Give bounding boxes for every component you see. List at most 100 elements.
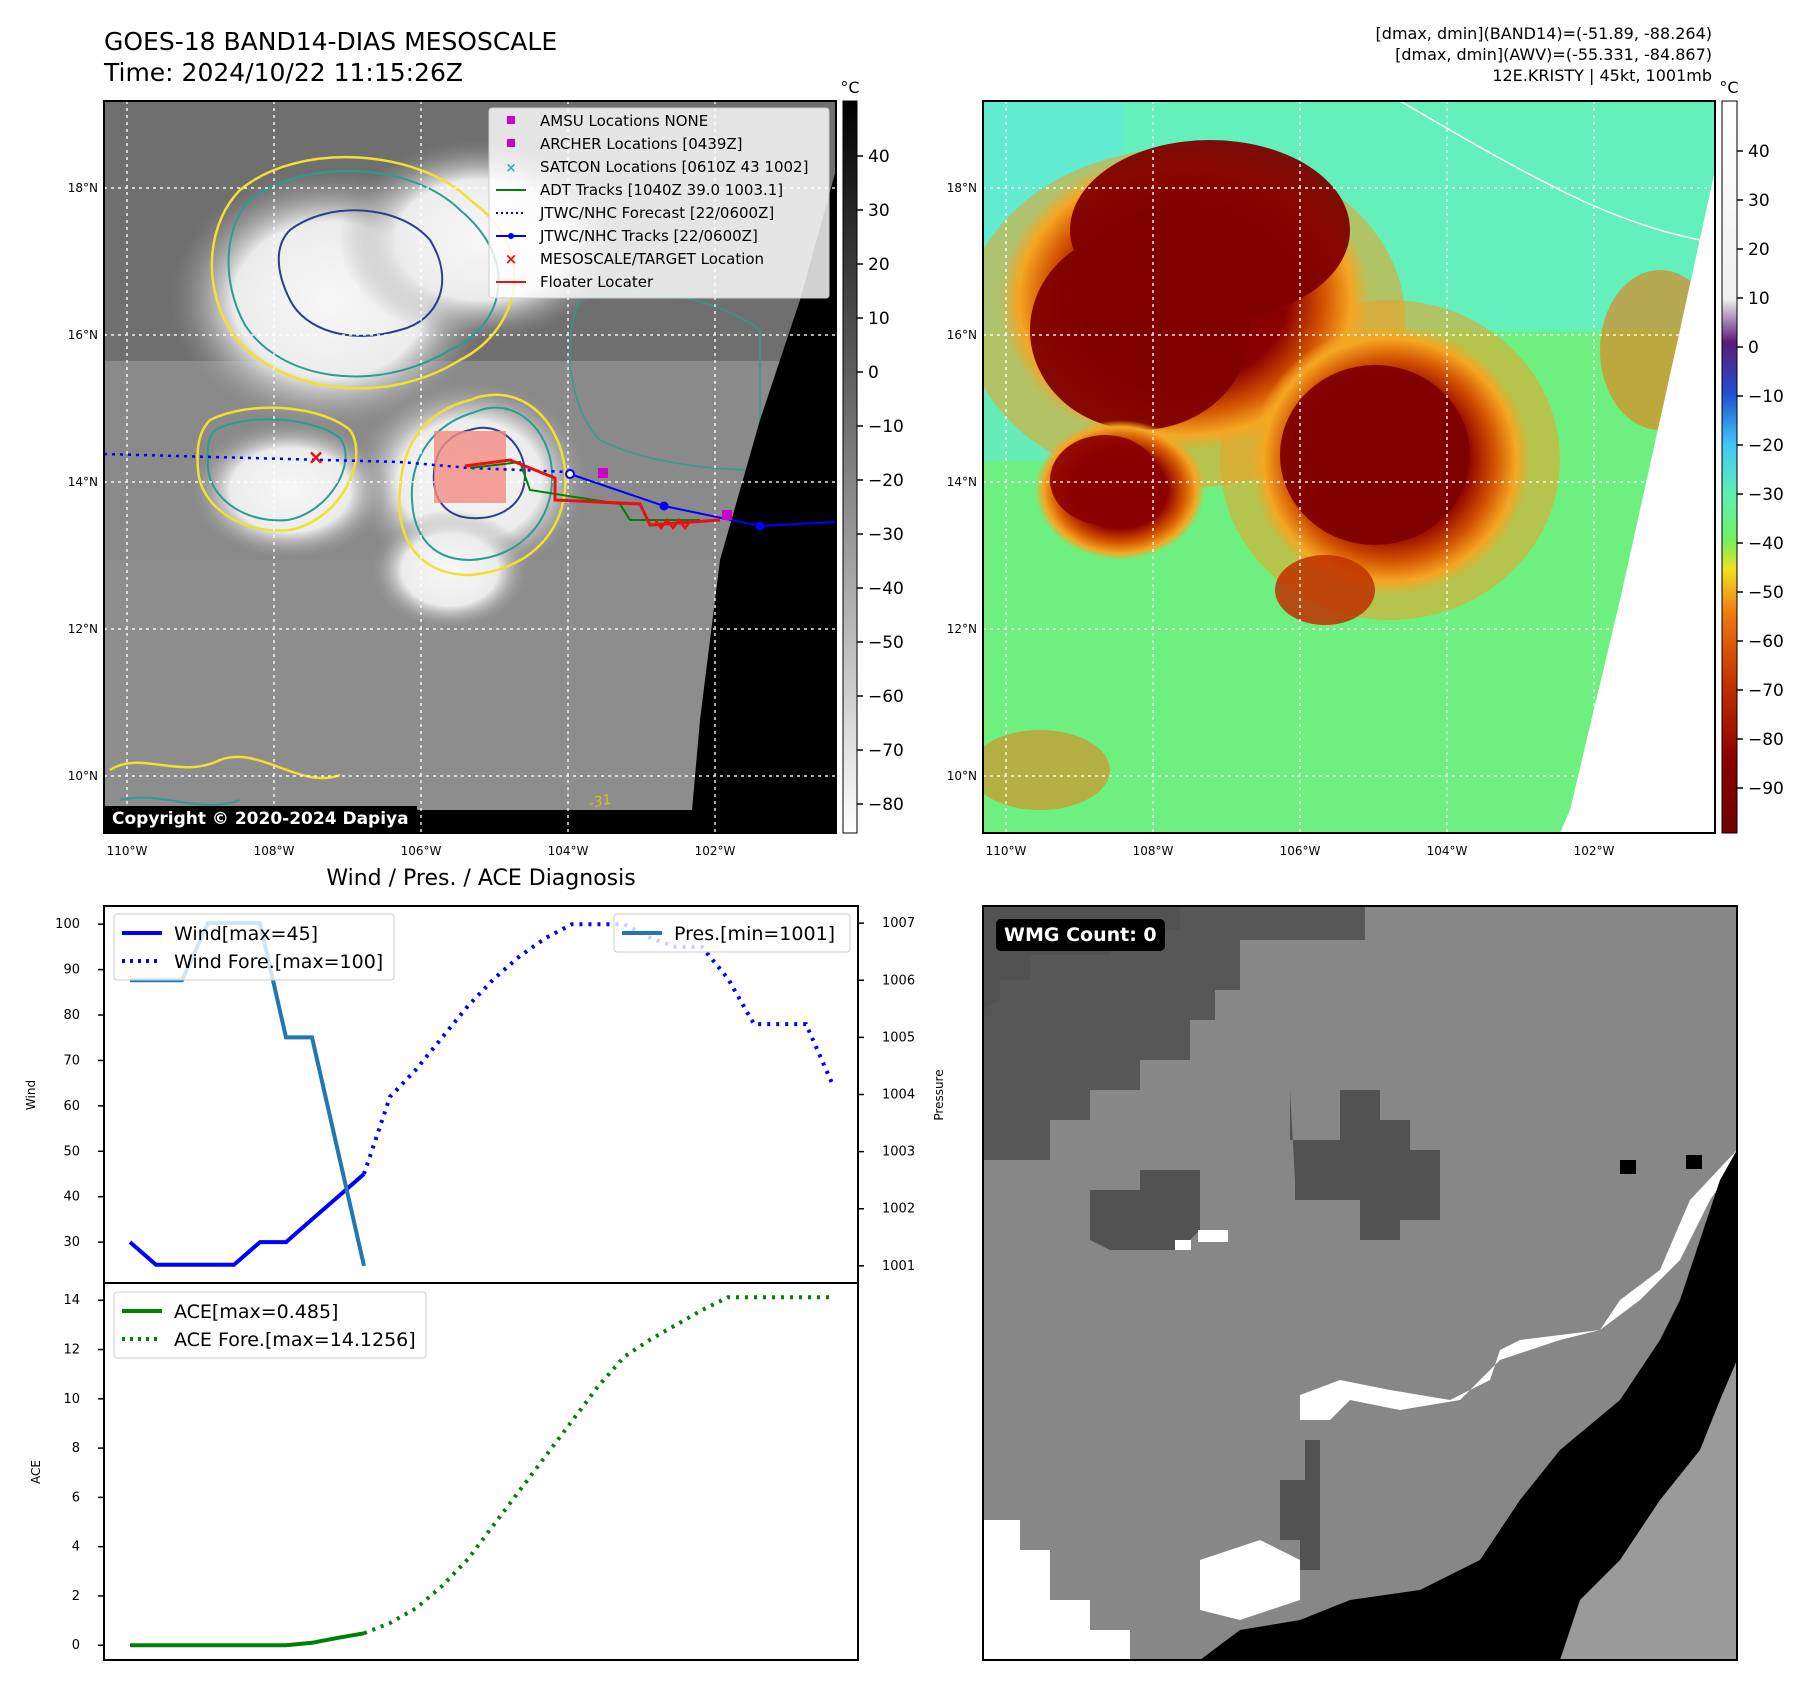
map-legend: × × AMSU Locations NONE ARCHER Locations…: [488, 107, 830, 299]
ir-frame: [103, 100, 837, 834]
gray-colorbar-tick-label: −80: [868, 795, 904, 815]
archer-marker: [598, 468, 608, 478]
gray-colorbar-unit: °C: [840, 78, 859, 97]
lon-tick-label: 106°W: [401, 844, 442, 858]
ace-chart: 14 12 10 8 6 4 2 0 ACE ACE[max=0.485] ACE Fore.…: [29, 1282, 859, 1661]
lon-tick-label: 108°W: [254, 844, 295, 858]
series-wind: [128, 1172, 366, 1267]
legend-floater: Floater Locater: [540, 273, 654, 291]
wind-tick-label: 50: [63, 1144, 80, 1159]
gray-colorbar-tick-label: 20: [868, 255, 890, 275]
color-colorbar-tick-label: −90: [1748, 779, 1784, 799]
color-colorbar-tick-label: −70: [1748, 681, 1784, 701]
lat-tick-label: 18°N: [947, 181, 977, 195]
ace-tick-label: 0: [72, 1638, 80, 1653]
wind-tick-label: 70: [63, 1053, 80, 1068]
pressure-tick-label: 1001: [882, 1259, 915, 1274]
series-wind-fore-: [362, 922, 834, 1175]
color-colorbar-tick-label: −80: [1748, 730, 1784, 750]
pressure-axis-label: Pressure: [932, 1069, 946, 1120]
color-colorbar-tick-label: 0: [1748, 338, 1759, 358]
info-storm: 12E.KRISTY | 45kt, 1001mb: [1492, 66, 1712, 85]
svg-text:×: ×: [308, 445, 325, 469]
ace-tick-label: 8: [72, 1441, 80, 1456]
awv-map-panel: °C 40 30 20 10 0 −10 −20 −30 −40 −50 −60 −70 −80 −90: [982, 78, 1784, 834]
gray-colorbar-tick-label: −50: [868, 633, 904, 653]
ace-series: [130, 1295, 832, 1648]
gray-colorbar-tick-label: −40: [868, 579, 904, 599]
legend-pressure: Pres.[min=1001]: [674, 923, 835, 945]
color-colorbar-tick-label: 30: [1748, 191, 1770, 211]
color-colorbar: [1721, 100, 1738, 834]
pressure-tick-label: 1003: [882, 1145, 915, 1160]
gray-colorbar-tick-label: −30: [868, 525, 904, 545]
color-colorbar-tick-label: 40: [1748, 142, 1770, 162]
ace-tick-label: 10: [63, 1392, 80, 1407]
copyright-badge: Copyright © 2020-2024 Dapiya: [104, 806, 417, 832]
color-colorbar-tick-label: −20: [1748, 436, 1784, 456]
series-ace: [130, 1631, 365, 1648]
lon-tick-label: 104°W: [1427, 844, 1468, 858]
legend-adt: ADT Tracks [1040Z 39.0 1003.1]: [540, 181, 783, 199]
lat-tick-label: 16°N: [68, 328, 98, 342]
gray-colorbar-tick-label: −70: [868, 741, 904, 761]
legend-satcon: SATCON Locations [0610Z 43 1002]: [540, 158, 808, 176]
map-axis-ticks: 18°N 18°N 16°N 16°N 14°N 14°N 12°N 12°N 10°N 10°N…: [68, 181, 1615, 858]
legend-mesoscale: MESOSCALE/TARGET Location: [540, 250, 764, 268]
contour-yellow: [210, 155, 516, 390]
color-colorbar-tick-label: 10: [1748, 289, 1770, 309]
svg-text:×: ×: [505, 250, 518, 268]
lon-tick-label: 106°W: [1280, 844, 1321, 858]
lat-tick-label: 10°N: [68, 769, 98, 783]
map-title: GOES-18 BAND14-DIAS MESOSCALE: [104, 27, 557, 56]
wind-tick-label: 80: [63, 1008, 80, 1023]
lat-tick-label: 12°N: [947, 622, 977, 636]
forecast-track-line: [104, 452, 571, 474]
map-timestamp: Time: 2024/10/22 11:15:26Z: [103, 58, 463, 87]
wind-tick-label: 40: [63, 1190, 80, 1205]
awv-nodata: [1560, 170, 1715, 833]
lon-tick-label: 110°W: [107, 844, 148, 858]
pressure-tick-label: 1002: [882, 1202, 915, 1217]
lat-tick-label: 14°N: [68, 475, 98, 489]
wmg-panel: [982, 905, 1738, 1661]
wind-tick-label: 90: [63, 963, 80, 978]
floater-line: [464, 458, 721, 527]
pressure-tick-label: 1006: [882, 973, 915, 988]
legend-ace-fore: ACE Fore.[max=14.1256]: [174, 1329, 416, 1351]
gray-colorbar-tick-label: 40: [868, 147, 890, 167]
lon-tick-label: 102°W: [1574, 844, 1615, 858]
color-colorbar-unit: °C: [1719, 78, 1738, 97]
legend-archer: ARCHER Locations [0439Z]: [540, 135, 743, 153]
ace-axis-ticks: 14 12 10 8 6 4 2 0: [63, 1293, 104, 1653]
gray-colorbar-ticks: 40 30 20 10 0 −10 −20 −30 −40 −50 −60 −70 −80: [857, 147, 904, 815]
wind-axis-label: Wind: [24, 1080, 38, 1110]
wind-axis-ticks: 100 90 80 70 60 50 40 30: [55, 917, 104, 1250]
color-colorbar-ticks: 40 30 20 10 0 −10 −20 −30 −40 −50 −60 −70 −80 −90: [1737, 142, 1784, 799]
ace-tick-label: 4: [72, 1540, 80, 1555]
gray-colorbar-tick-label: −20: [868, 471, 904, 491]
lat-tick-label: 12°N: [68, 622, 98, 636]
observed-track-line: [569, 473, 836, 528]
legend-ace: ACE[max=0.485]: [174, 1301, 338, 1323]
wmg-count-badge: WMG Count: 0: [996, 919, 1165, 951]
lat-tick-label: 14°N: [947, 475, 977, 489]
color-colorbar-tick-label: −60: [1748, 632, 1784, 652]
lon-tick-label: 110°W: [986, 844, 1027, 858]
pressure-axis-ticks: 1007 1006 1005 1004 1003 1002 1001: [858, 916, 915, 1274]
wmg-frame: [982, 905, 1738, 1661]
gray-colorbar-tick-label: 30: [868, 201, 890, 221]
pressure-tick-label: 1005: [882, 1030, 915, 1045]
color-colorbar-tick-label: −30: [1748, 485, 1784, 505]
color-colorbar-tick-label: −50: [1748, 583, 1784, 603]
gray-colorbar-tick-label: 10: [868, 309, 890, 329]
wmg-black-region: [1200, 906, 1737, 1660]
ace-tick-label: 6: [72, 1490, 80, 1505]
gray-colorbar-tick-label: −60: [868, 687, 904, 707]
wind-tick-label: 60: [63, 1099, 80, 1114]
legend-jtwc-forecast: JTWC/NHC Forecast [22/0600Z]: [539, 204, 774, 222]
lon-tick-label: 102°W: [695, 844, 736, 858]
wind-tick-label: 30: [63, 1235, 80, 1250]
